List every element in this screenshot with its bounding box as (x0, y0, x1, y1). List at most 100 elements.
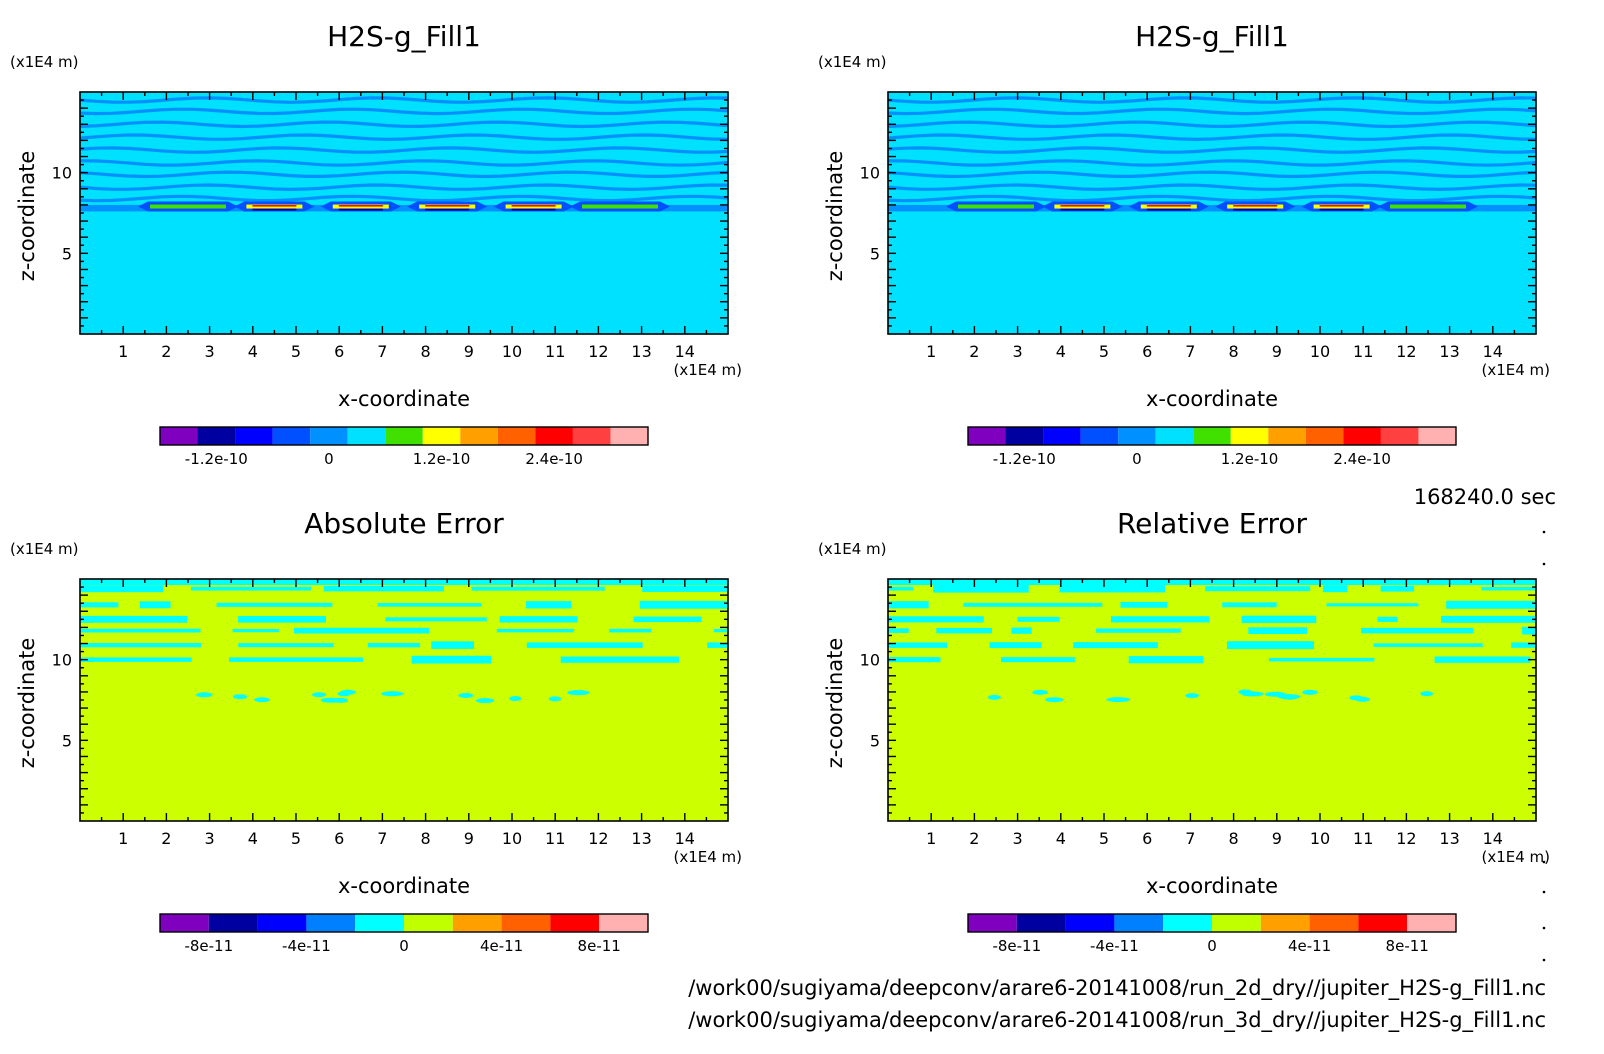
error-spot (196, 692, 213, 698)
error-patch (633, 616, 702, 623)
error-patch (642, 585, 728, 592)
colorbar-tick-label: 8e-11 (578, 937, 621, 955)
colorbar-tick-label: -8e-11 (184, 937, 233, 955)
colorbar-tick-label: -4e-11 (282, 937, 331, 955)
error-patch (1268, 657, 1375, 662)
x-tick-label: 1 (926, 342, 936, 361)
x-unit-label: (x1E4 m) (1481, 848, 1550, 866)
colorbar-swatch (599, 914, 648, 932)
blob-trough-2 (1060, 208, 1105, 211)
x-tick-label: 7 (377, 342, 387, 361)
colorbar-frame (967, 913, 1457, 933)
blob-peak-2 (1060, 205, 1105, 207)
colorbar-swatch (497, 427, 536, 445)
x-tick-label: 11 (1353, 829, 1373, 848)
colorbar-swatch (1309, 914, 1359, 932)
blob-core-1 (150, 204, 226, 209)
error-patch (367, 642, 421, 648)
x-tick-label: 2 (969, 342, 979, 361)
margin-dot (1542, 860, 1546, 864)
x-tick-label: 14 (1483, 829, 1503, 848)
colorbar-swatch (306, 914, 356, 932)
x-tick-label: 7 (1185, 342, 1195, 361)
error-spot (509, 696, 522, 702)
error-patch (963, 602, 1103, 607)
x-tick-label: 2 (161, 829, 171, 848)
error-patch (1361, 627, 1474, 634)
stripe-layer-5 (80, 146, 728, 154)
x-tick-label: 14 (1483, 342, 1503, 361)
x-axis-label: x-coordinate (1146, 387, 1278, 411)
error-patch (1511, 642, 1536, 648)
error-patch (139, 601, 171, 609)
x-tick-label: 8 (421, 342, 431, 361)
error-patch (1110, 616, 1210, 623)
colorbar-tick-label: -8e-11 (992, 937, 1041, 955)
error-patch (1128, 656, 1204, 664)
blob-peak-2 (252, 205, 297, 207)
x-tick-label: 4 (1056, 342, 1066, 361)
error-patch (1441, 615, 1536, 623)
error-patch (80, 615, 188, 623)
error-patch (1073, 642, 1158, 649)
time-label: 168240.0 sec (1414, 485, 1556, 509)
colorbar-swatch (1043, 427, 1081, 445)
z-axis-label: z-coordinate (15, 151, 39, 282)
heatmap-background (80, 92, 728, 334)
margin-dot (1542, 958, 1546, 962)
colorbar-swatch (235, 427, 273, 445)
x-tick-label: 5 (291, 829, 301, 848)
error-patch (1377, 616, 1398, 622)
x-tick-label: 8 (421, 829, 431, 848)
colorbar-swatch (1005, 427, 1044, 445)
colorbar: -8e-11 -4e-11 0 4e-11 8e-11 (967, 913, 1457, 955)
error-patch (1446, 600, 1536, 609)
heatmap-field (888, 579, 1536, 821)
z-axis-label: z-coordinate (823, 638, 847, 769)
z-tick-label: 5 (870, 731, 880, 750)
stripe-layer-3 (888, 120, 1536, 129)
colorbar-swatch (1114, 914, 1164, 932)
x-tick-label: 12 (1396, 829, 1416, 848)
x-tick-label: 2 (969, 829, 979, 848)
error-patch (888, 616, 984, 623)
error-patch (933, 584, 1029, 593)
colorbar-tick-label: 0 (1132, 450, 1142, 468)
error-patch (238, 616, 326, 623)
x-tick-label: 5 (291, 342, 301, 361)
stripe-layer-6 (80, 159, 728, 167)
x-tick-label: 4 (1056, 829, 1066, 848)
error-patch (1322, 585, 1348, 593)
error-spot (475, 698, 495, 704)
error-patch (232, 629, 279, 633)
error-patch (1226, 641, 1314, 650)
error-patch (411, 655, 492, 664)
error-spot (1032, 689, 1048, 695)
error-patch (216, 602, 333, 607)
error-patch (1205, 586, 1311, 592)
x-tick-label: 12 (1396, 342, 1416, 361)
error-patch (609, 628, 652, 633)
error-patch (80, 585, 164, 593)
stripe-layer-3 (80, 120, 728, 129)
colorbar-swatch (610, 427, 648, 445)
error-patch (713, 629, 728, 633)
colorbar-tick-label: 2.4e-10 (525, 450, 583, 468)
blob-trough-5 (511, 208, 556, 211)
x-unit-label: (x1E4 m) (673, 848, 742, 866)
colorbar-swatch (355, 914, 404, 932)
blob-peak-3 (1146, 205, 1191, 207)
error-patch (888, 586, 914, 591)
colorbar-swatch (1065, 914, 1115, 932)
chart-title: H2S-g_Fill1 (327, 20, 481, 53)
x-tick-label: 9 (464, 342, 474, 361)
stripe-layer-5 (888, 146, 1536, 154)
error-patch (989, 642, 1042, 649)
error-patch (228, 657, 364, 662)
error-spot (1302, 689, 1318, 695)
colorbar-tick-label: 8e-11 (1386, 937, 1429, 955)
colorbar-swatch (1118, 427, 1156, 445)
x-tick-label: 3 (1013, 342, 1023, 361)
x-axis-ticks (908, 579, 1516, 821)
